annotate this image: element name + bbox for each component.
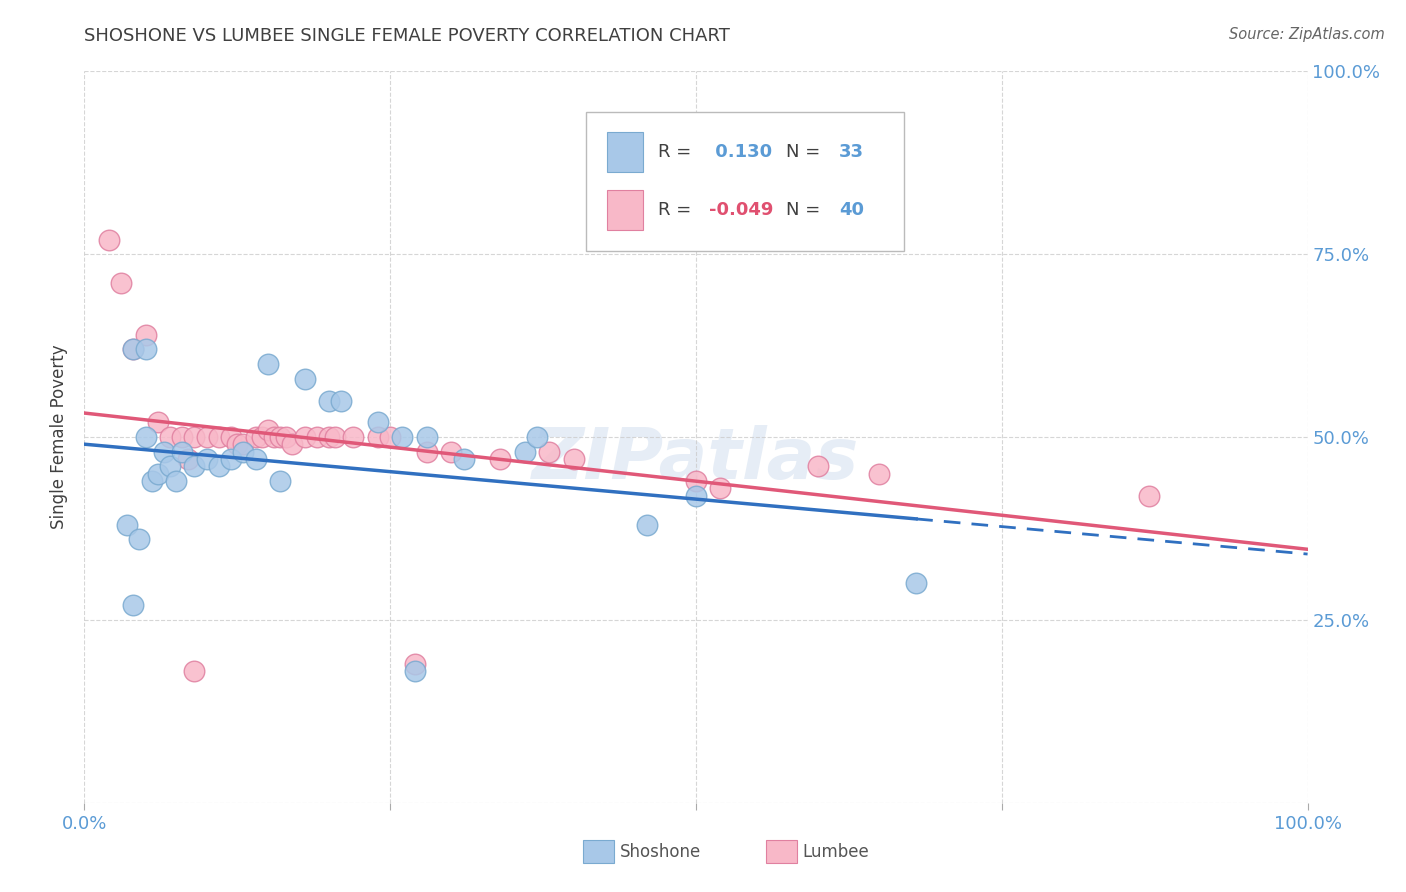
Point [172, 430, 194, 444]
Point [489, 452, 512, 467]
Point [807, 459, 830, 474]
Text: ZIPatlas: ZIPatlas [533, 425, 859, 493]
Point [183, 664, 205, 678]
Point [135, 430, 157, 444]
Point [232, 437, 254, 451]
Point [709, 481, 731, 495]
Text: -0.049: -0.049 [710, 201, 773, 219]
Point [318, 393, 340, 408]
Point [330, 393, 353, 408]
Text: Shoshone: Shoshone [620, 843, 702, 861]
Point [122, 599, 145, 613]
Point [250, 430, 273, 444]
Point [122, 343, 145, 357]
Point [257, 357, 280, 371]
Point [440, 444, 463, 458]
Point [183, 430, 205, 444]
Text: 40: 40 [839, 201, 865, 219]
Point [153, 444, 176, 458]
Point [380, 430, 402, 444]
FancyBboxPatch shape [586, 112, 904, 251]
Text: R =: R = [658, 201, 697, 219]
Point [135, 327, 157, 342]
Point [208, 459, 231, 474]
Bar [606, 132, 644, 172]
Point [513, 444, 536, 458]
Point [318, 430, 340, 444]
Point [538, 444, 561, 458]
Point [305, 430, 328, 444]
Text: N =: N = [786, 143, 827, 161]
Point [257, 423, 280, 437]
Point [232, 444, 254, 458]
Point [183, 459, 205, 474]
Bar [606, 190, 644, 230]
Text: Source: ZipAtlas.com: Source: ZipAtlas.com [1229, 27, 1385, 42]
Point [219, 452, 242, 467]
Point [281, 437, 304, 451]
Point [905, 576, 928, 591]
Point [367, 430, 389, 444]
Point [263, 430, 285, 444]
Text: N =: N = [786, 201, 827, 219]
Point [128, 533, 150, 547]
Point [685, 474, 707, 488]
Point [245, 452, 267, 467]
Point [165, 474, 187, 488]
Point [1137, 489, 1160, 503]
Point [636, 517, 658, 532]
Point [110, 277, 132, 291]
Text: R =: R = [658, 143, 697, 161]
Point [685, 489, 707, 503]
Text: 0.130: 0.130 [710, 143, 772, 161]
Point [342, 430, 364, 444]
Point [416, 430, 439, 444]
Point [323, 430, 346, 444]
Point [208, 430, 231, 444]
Point [122, 343, 145, 357]
Point [195, 452, 218, 467]
Point [453, 452, 475, 467]
Point [562, 452, 585, 467]
Point [135, 343, 157, 357]
Y-axis label: Single Female Poverty: Single Female Poverty [51, 345, 69, 529]
Point [159, 459, 181, 474]
Point [869, 467, 891, 481]
Point [294, 430, 316, 444]
Point [159, 430, 181, 444]
Point [404, 664, 426, 678]
Point [269, 474, 291, 488]
Point [526, 430, 548, 444]
Point [294, 371, 316, 385]
Point [391, 430, 413, 444]
Point [276, 430, 298, 444]
Point [146, 416, 169, 430]
Point [416, 444, 439, 458]
Point [172, 444, 194, 458]
Point [115, 517, 138, 532]
Text: 33: 33 [839, 143, 865, 161]
Point [245, 430, 267, 444]
Point [195, 430, 218, 444]
Point [219, 430, 242, 444]
Point [146, 467, 169, 481]
Point [97, 233, 120, 247]
Point [226, 437, 249, 451]
Point [269, 430, 291, 444]
Point [177, 452, 200, 467]
Point [404, 657, 426, 671]
Text: SHOSHONE VS LUMBEE SINGLE FEMALE POVERTY CORRELATION CHART: SHOSHONE VS LUMBEE SINGLE FEMALE POVERTY… [84, 27, 730, 45]
Point [141, 474, 163, 488]
Text: Lumbee: Lumbee [803, 843, 869, 861]
Point [367, 416, 389, 430]
